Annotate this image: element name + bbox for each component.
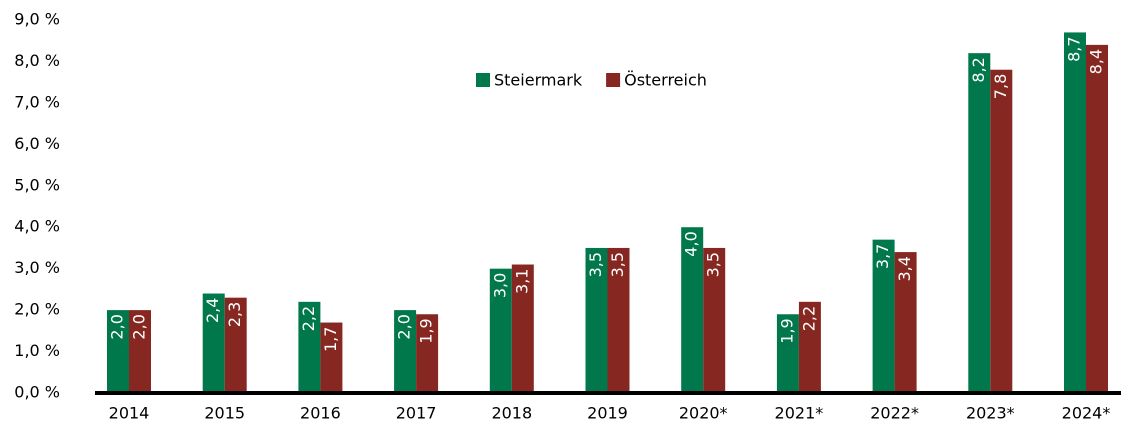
x-tick-label: 2021* [775, 404, 824, 423]
x-tick-label: 2018 [491, 404, 532, 423]
bar [129, 310, 151, 393]
value-label: 3,7 [873, 244, 892, 269]
value-label: 3,5 [586, 252, 605, 277]
y-tick-label: 5,0 % [14, 175, 60, 194]
x-tick-label: 2017 [396, 404, 437, 423]
value-label: 2,0 [108, 314, 127, 339]
y-tick-label: 9,0 % [14, 10, 60, 29]
bar [798, 301, 821, 393]
value-label: 8,7 [1065, 36, 1084, 61]
x-tick-label: 2016 [300, 404, 341, 423]
bar [224, 297, 247, 393]
bar [585, 247, 608, 393]
value-label: 2,3 [225, 302, 244, 327]
bar [394, 310, 417, 393]
bar [776, 314, 799, 393]
bar [511, 264, 534, 393]
bar [872, 239, 895, 393]
value-label: 2,4 [203, 298, 222, 323]
value-label: 8,4 [1087, 49, 1106, 74]
bar [894, 252, 917, 393]
value-label: 3,1 [512, 269, 531, 294]
bar [607, 247, 630, 393]
value-label: 2,0 [130, 314, 149, 339]
value-label: 3,5 [704, 252, 723, 277]
value-label: 2,2 [799, 306, 818, 331]
y-tick-label: 3,0 % [14, 258, 60, 277]
x-tick-label: 2022* [870, 404, 919, 423]
x-tick-label: 2014 [109, 404, 150, 423]
y-tick-label: 8,0 % [14, 51, 60, 70]
y-tick-label: 2,0 % [14, 300, 60, 319]
value-label: 2,0 [395, 314, 414, 339]
y-tick-label: 0,0 % [14, 383, 60, 402]
value-label: 3,4 [895, 256, 914, 281]
y-tick-label: 1,0 % [14, 341, 60, 360]
bar [968, 53, 991, 394]
legend-swatch [606, 73, 621, 87]
bar [1086, 44, 1108, 393]
value-label: 8,2 [969, 57, 988, 82]
legend-label: Österreich [624, 71, 707, 90]
bar [298, 301, 321, 393]
x-tick-label: 2024* [1062, 404, 1111, 423]
value-label: 3,5 [608, 252, 627, 277]
x-tick-label: 2023* [966, 404, 1015, 423]
value-label: 1,7 [321, 327, 340, 352]
bar [202, 293, 225, 393]
bar [107, 310, 129, 393]
value-label: 7,8 [991, 74, 1010, 99]
legend-label: Steiermark [494, 71, 583, 90]
bar [416, 314, 439, 393]
bar [320, 322, 343, 393]
legend-swatch [476, 73, 490, 87]
y-tick-label: 4,0 % [14, 217, 60, 236]
bar [703, 247, 726, 393]
value-label: 2,2 [299, 306, 318, 331]
y-tick-label: 7,0 % [14, 92, 60, 111]
y-tick-label: 6,0 % [14, 134, 60, 153]
bar [990, 69, 1013, 393]
x-tick-label: 2015 [204, 404, 245, 423]
bar [1064, 32, 1086, 393]
value-label: 1,9 [417, 318, 436, 343]
x-tick-label: 2020* [679, 404, 728, 423]
value-label: 1,9 [777, 318, 796, 343]
bar [681, 227, 704, 393]
x-tick-label: 2019 [587, 404, 628, 423]
value-label: 4,0 [682, 231, 701, 256]
bar [489, 268, 512, 393]
value-label: 3,0 [490, 273, 509, 298]
